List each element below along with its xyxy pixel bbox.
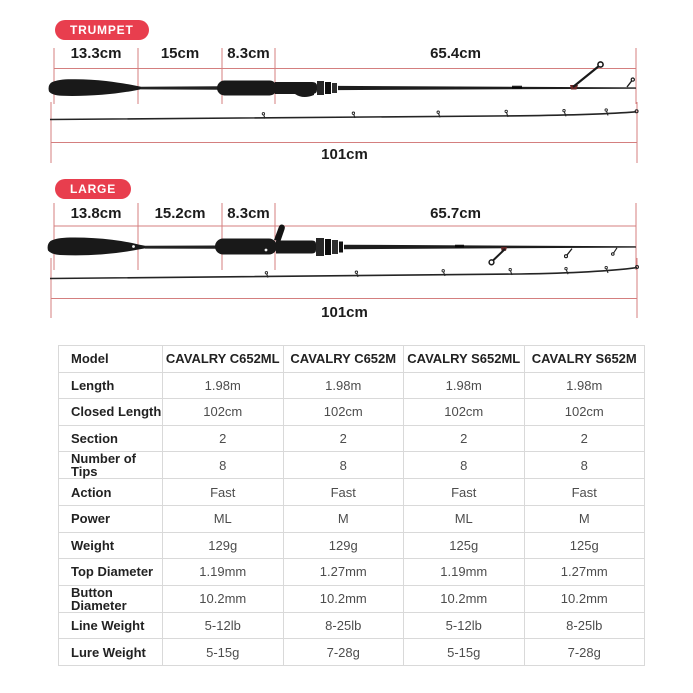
line-guide-icon xyxy=(488,247,618,266)
spec-header-model-name: CAVALRY S652ML xyxy=(403,345,525,373)
dimension-label-rear-blank: 15cm xyxy=(160,45,200,62)
spec-row: Lure Weight 5-15g 7-28g 5-15g 7-28g xyxy=(58,638,645,666)
diagram-trumpet: TRUMPET 13.3cm 15cm 8.3cm 65.4cm xyxy=(0,0,693,175)
spec-row: Top Diameter 1.19mm 1.27mm 1.19mm 1.27mm xyxy=(58,558,645,586)
size-badge-trumpet: TRUMPET xyxy=(55,20,149,40)
dimension-label-rear-blank: 15.2cm xyxy=(154,205,206,222)
spec-cell: 1.27mm xyxy=(282,558,404,586)
dimension-label-handle: 13.3cm xyxy=(70,45,122,62)
spec-row-label: Action xyxy=(58,478,163,506)
rod-tip-section xyxy=(49,108,639,121)
spec-row-label: Line Weight xyxy=(58,611,163,640)
spec-row-label: Power xyxy=(58,504,163,533)
spec-cell: 5-15g xyxy=(162,638,284,666)
spec-cell: 1.98m xyxy=(403,371,525,400)
spec-cell: ML xyxy=(403,504,525,533)
total-length-label: 101cm xyxy=(321,304,368,321)
spec-cell: 125g xyxy=(403,531,525,560)
spec-row-label: Number of Tips xyxy=(58,451,163,480)
spec-row-label: Length xyxy=(58,371,163,400)
spec-cell: 5-12lb xyxy=(403,611,525,640)
dimension-lines xyxy=(50,203,638,318)
spec-cell: 10.2mm xyxy=(162,584,284,613)
spec-cell: 10.2mm xyxy=(282,584,404,613)
spec-row-label: Section xyxy=(58,424,163,453)
spec-cell: 7-28g xyxy=(282,638,404,666)
spec-cell: 1.27mm xyxy=(523,558,645,586)
spec-cell: 102cm xyxy=(282,398,404,426)
spec-cell: 1.98m xyxy=(162,371,284,400)
spec-cell: 5-12lb xyxy=(162,611,284,640)
dimension-label-upper-section: 65.7cm xyxy=(430,205,481,222)
size-badge-large: LARGE xyxy=(55,179,131,199)
spec-cell: 8 xyxy=(162,451,284,480)
total-length-label: 101cm xyxy=(321,146,368,163)
spec-row-label: Top Diameter xyxy=(58,558,163,586)
dimension-label-upper-section: 65.4cm xyxy=(430,45,481,62)
spec-cell: 129g xyxy=(162,531,284,560)
rod-main-section xyxy=(47,224,636,266)
spec-cell: 7-28g xyxy=(523,638,645,666)
spec-header-row: Model CAVALRY C652ML CAVALRY C652M CAVALRY … xyxy=(58,345,645,373)
spec-row: Line Weight 5-12lb 8-25lb 5-12lb 8-25lb xyxy=(58,611,645,640)
line-guide-icon xyxy=(572,61,636,88)
spec-cell: 8 xyxy=(282,451,404,480)
spec-header-model-name: CAVALRY C652M xyxy=(282,345,404,373)
spec-table-body: Length 1.98m 1.98m 1.98m 1.98m Closed Length 1… xyxy=(58,371,645,666)
spec-cell: 8 xyxy=(523,451,645,480)
spec-row: Weight 129g 129g 125g 125g xyxy=(58,531,645,560)
spec-cell: 2 xyxy=(403,424,525,453)
spec-header-model-name: CAVALRY C652ML xyxy=(162,345,284,373)
spec-cell: 2 xyxy=(282,424,404,453)
spec-row: Section 2 2 2 2 xyxy=(58,424,645,453)
rod-tip-section xyxy=(49,265,639,280)
spec-cell: 1.19mm xyxy=(403,558,525,586)
spec-cell: Fast xyxy=(403,478,525,506)
spec-cell: Fast xyxy=(162,478,284,506)
spec-row: Length 1.98m 1.98m 1.98m 1.98m xyxy=(58,371,645,400)
spec-cell: 10.2mm xyxy=(403,584,525,613)
spec-cell: Fast xyxy=(282,478,404,506)
spec-row: Closed Length 102cm 102cm 102cm 102cm xyxy=(58,398,645,426)
spec-cell: 102cm xyxy=(523,398,645,426)
spec-cell: 102cm xyxy=(403,398,525,426)
spec-header-model: Model xyxy=(58,345,163,373)
spec-cell: 8-25lb xyxy=(523,611,645,640)
spec-header-model-name: CAVALRY S652M xyxy=(523,345,645,373)
spec-cell: 2 xyxy=(162,424,284,453)
spec-row: Number of Tips 8 8 8 8 xyxy=(58,451,645,480)
spec-cell: ML xyxy=(162,504,284,533)
spec-cell: 8 xyxy=(403,451,525,480)
diagram-large: LARGE 13.8cm 15.2cm 8.3cm 65.7cm xyxy=(0,160,693,345)
spec-cell: 125g xyxy=(523,531,645,560)
spec-cell: 129g xyxy=(282,531,404,560)
spec-row: Button Diameter 10.2mm 10.2mm 10.2mm 10.2mm xyxy=(58,584,645,613)
spec-cell: 8-25lb xyxy=(282,611,404,640)
rod-main-section xyxy=(48,61,636,98)
spec-cell: Fast xyxy=(523,478,645,506)
dimension-label-handle: 13.8cm xyxy=(70,205,122,222)
spec-row-label: Weight xyxy=(58,531,163,560)
spec-row-label: Button Diameter xyxy=(58,584,163,613)
dimension-label-foregrip: 8.3cm xyxy=(227,45,270,62)
rod-illustration-trumpet xyxy=(48,48,639,163)
spec-cell: M xyxy=(282,504,404,533)
dimension-label-foregrip: 8.3cm xyxy=(227,205,270,222)
spec-table: Model CAVALRY C652ML CAVALRY C652M CAVALRY … xyxy=(58,345,645,666)
spec-cell: 1.19mm xyxy=(162,558,284,586)
dimension-lines xyxy=(50,48,638,163)
spec-row: Power ML M ML M xyxy=(58,504,645,533)
spec-cell: 102cm xyxy=(162,398,284,426)
spec-row-label: Closed Length xyxy=(58,398,163,426)
spec-row-label: Lure Weight xyxy=(58,638,163,666)
rod-illustration-large xyxy=(47,203,639,318)
spec-cell: M xyxy=(523,504,645,533)
spec-cell: 1.98m xyxy=(282,371,404,400)
spec-cell: 10.2mm xyxy=(523,584,645,613)
spec-cell: 2 xyxy=(523,424,645,453)
spec-row: Action Fast Fast Fast Fast xyxy=(58,478,645,506)
spec-cell: 1.98m xyxy=(523,371,645,400)
spec-cell: 5-15g xyxy=(403,638,525,666)
